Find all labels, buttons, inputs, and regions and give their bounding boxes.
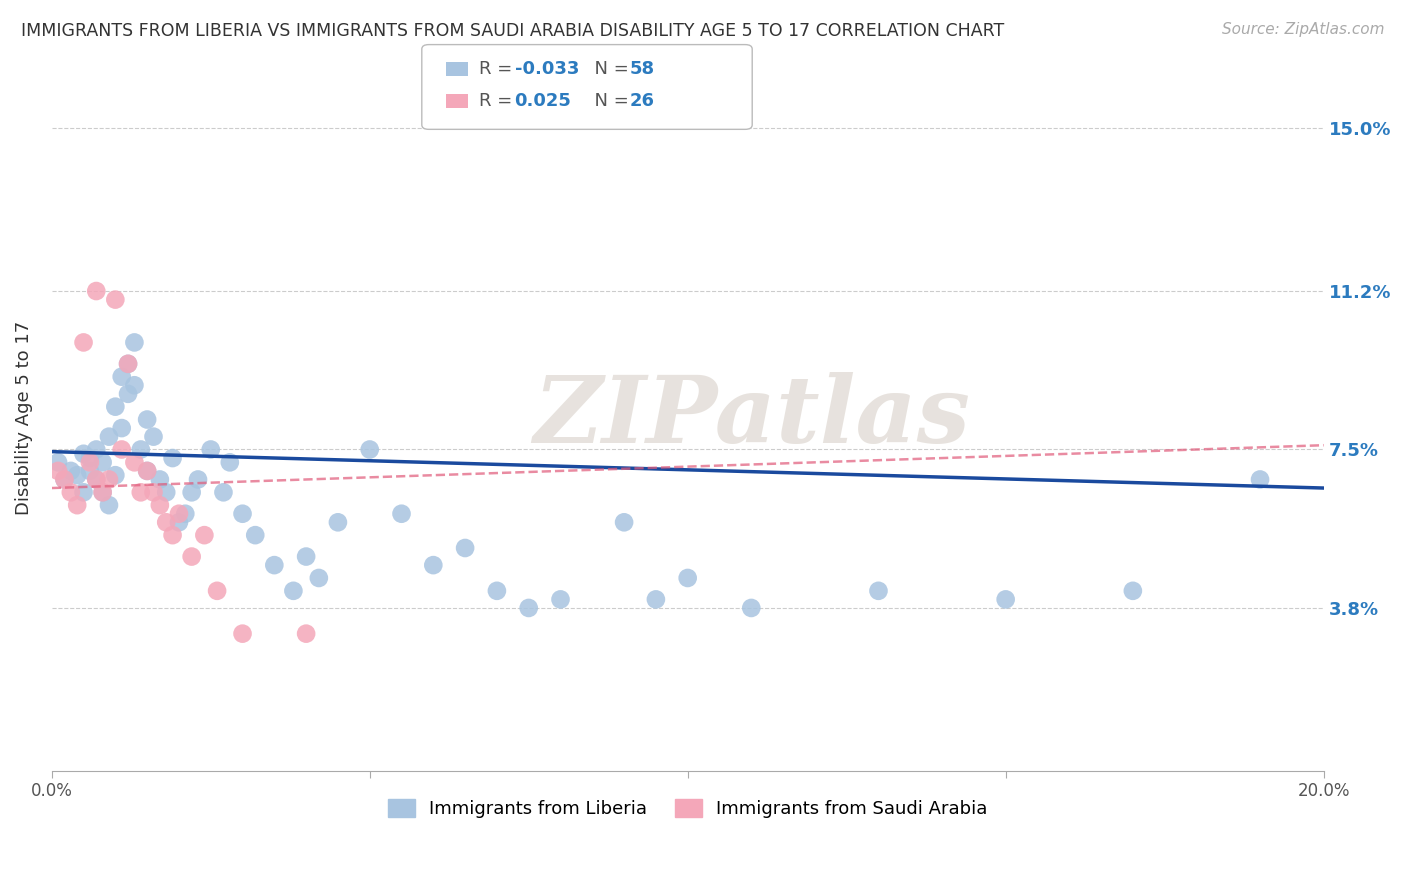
Point (66, 498, 89, 512)
Text: 26: 26 (630, 92, 655, 110)
Text: IMMIGRANTS FROM LIBERIA VS IMMIGRANTS FROM SAUDI ARABIA DISABILITY AGE 5 TO 17 C: IMMIGRANTS FROM LIBERIA VS IMMIGRANTS FR… (21, 22, 1004, 40)
Point (613, 516, 636, 530)
Point (136, 412, 159, 426)
Point (231, 626, 253, 640)
Point (79, 464, 101, 478)
Point (84, 473, 107, 487)
Point (104, 400, 127, 414)
Point (124, 455, 146, 469)
Point (46, 455, 69, 469)
Point (1122, 583, 1144, 598)
Point (98, 498, 121, 512)
Point (167, 507, 190, 521)
Point (193, 528, 215, 542)
Point (53, 473, 76, 487)
Point (79, 451, 101, 466)
Point (111, 369, 134, 384)
Text: N =: N = (583, 92, 636, 110)
Text: R =: R = (479, 92, 519, 110)
Text: N =: N = (583, 60, 636, 78)
Point (155, 485, 177, 500)
Point (295, 626, 318, 640)
Point (205, 583, 228, 598)
Point (59, 485, 82, 500)
Point (142, 430, 165, 444)
Point (155, 516, 177, 530)
Point (740, 601, 762, 615)
Point (454, 541, 477, 555)
Point (149, 498, 172, 512)
Point (111, 442, 134, 457)
Point (66, 468, 89, 483)
Point (162, 451, 184, 466)
Point (676, 571, 699, 585)
Point (295, 549, 318, 564)
Point (218, 455, 240, 469)
Point (91, 485, 114, 500)
Point (187, 473, 209, 487)
Text: 58: 58 (630, 60, 655, 78)
Point (142, 485, 165, 500)
Point (53, 473, 76, 487)
Point (84, 442, 107, 457)
Point (174, 507, 197, 521)
Point (485, 583, 508, 598)
Point (117, 387, 139, 401)
Point (644, 592, 666, 607)
Point (111, 421, 134, 435)
Point (359, 442, 381, 457)
Point (72, 447, 94, 461)
Point (326, 516, 349, 530)
Point (117, 357, 139, 371)
Point (84, 284, 107, 298)
Point (59, 464, 82, 478)
Text: ZIPatlas: ZIPatlas (533, 372, 970, 462)
Point (104, 468, 127, 483)
Y-axis label: Disability Age 5 to 17: Disability Age 5 to 17 (15, 320, 32, 515)
Point (124, 335, 146, 350)
Point (98, 473, 121, 487)
Point (72, 485, 94, 500)
Point (72, 335, 94, 350)
Point (117, 357, 139, 371)
Point (167, 516, 190, 530)
Point (283, 583, 305, 598)
Point (104, 293, 127, 307)
Text: R =: R = (479, 60, 519, 78)
Point (149, 473, 172, 487)
Point (868, 583, 890, 598)
Point (1249, 473, 1271, 487)
Point (391, 507, 413, 521)
Point (245, 528, 267, 542)
Point (517, 601, 540, 615)
Point (91, 455, 114, 469)
Point (129, 442, 152, 457)
Point (46, 464, 69, 478)
Point (308, 571, 330, 585)
Point (124, 378, 146, 392)
Text: Source: ZipAtlas.com: Source: ZipAtlas.com (1222, 22, 1385, 37)
Point (180, 549, 202, 564)
Point (91, 485, 114, 500)
Point (84, 473, 107, 487)
Point (136, 464, 159, 478)
Point (98, 430, 121, 444)
Point (994, 592, 1017, 607)
Point (212, 485, 235, 500)
Point (231, 507, 253, 521)
Point (162, 528, 184, 542)
Point (180, 485, 202, 500)
Point (79, 455, 101, 469)
Point (550, 592, 572, 607)
Legend: Immigrants from Liberia, Immigrants from Saudi Arabia: Immigrants from Liberia, Immigrants from… (381, 791, 994, 825)
Text: 0.025: 0.025 (515, 92, 571, 110)
Point (200, 442, 222, 457)
Point (136, 464, 159, 478)
Point (129, 485, 152, 500)
Text: -0.033: -0.033 (515, 60, 579, 78)
Point (263, 558, 285, 573)
Point (422, 558, 444, 573)
